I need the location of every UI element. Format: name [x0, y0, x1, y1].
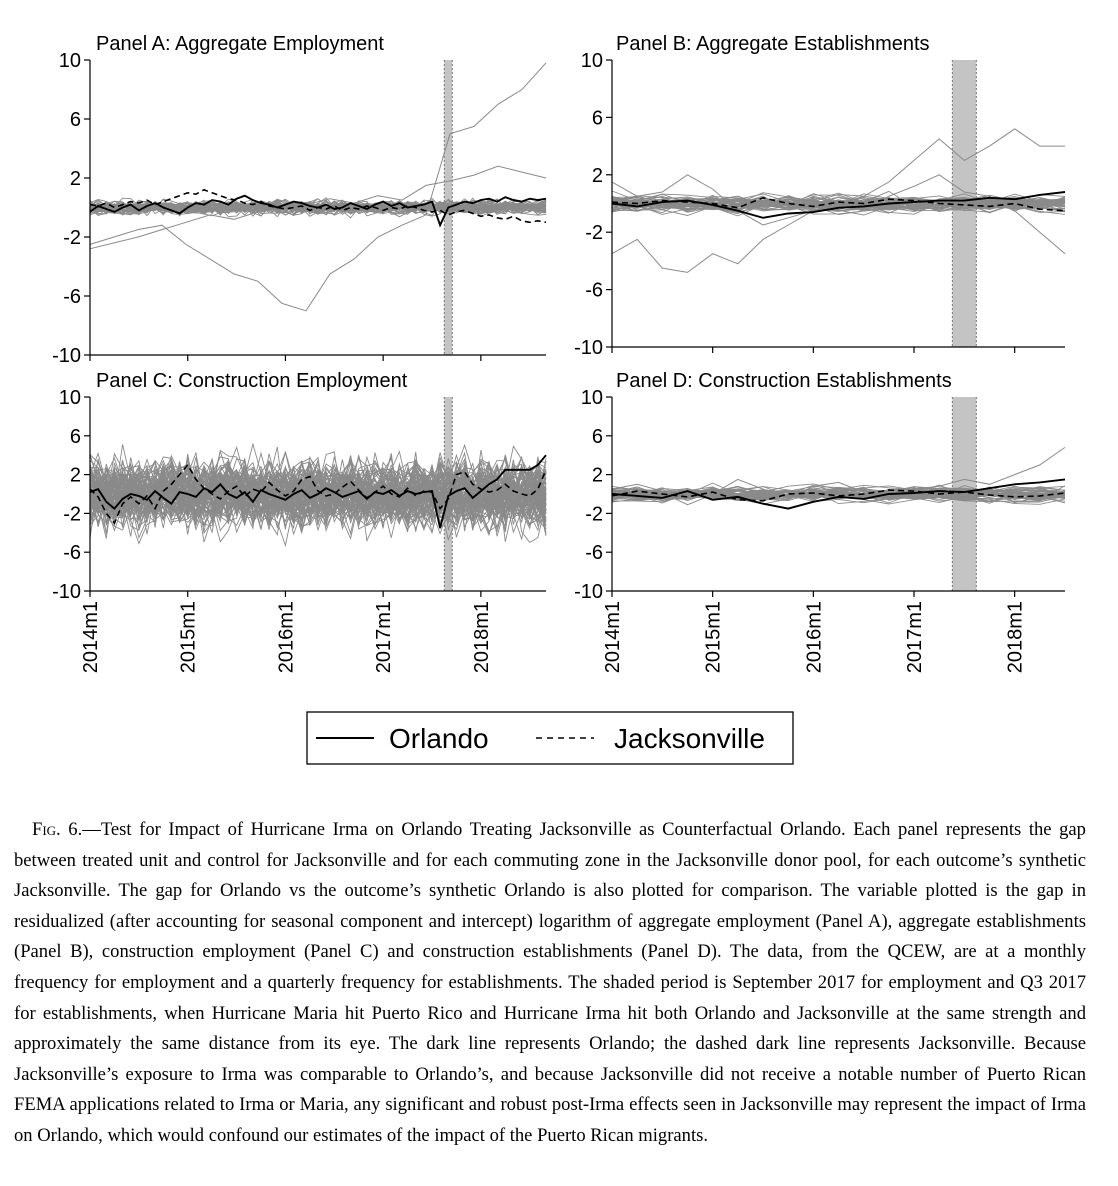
- donor-pool-line: [89, 475, 547, 537]
- panel-title: Panel D: Construction Establishments: [616, 370, 952, 392]
- x-tick-label: 2017m1: [373, 601, 395, 673]
- series-line-jacksonville: [89, 188, 547, 224]
- y-tick-label: -10: [574, 337, 603, 359]
- donor-pool-line: [611, 446, 1066, 500]
- donor-pool-line: [89, 62, 547, 312]
- panel-title: Panel B: Aggregate Establishments: [616, 33, 930, 55]
- legend: Orlando Jacksonville: [306, 711, 794, 765]
- y-tick-label: -2: [585, 222, 603, 244]
- panel-b-chart: 10 6 2 -2 -6 -10 Panel B: Aggregate Establishm…: [574, 33, 1066, 359]
- figure-panels: 10 6 2 -2 -6 -10 Panel A: Aggregate Employment…: [52, 33, 1066, 765]
- y-tick-label: 2: [592, 465, 603, 487]
- series-line-orlando: [611, 478, 1066, 510]
- y-tick-label: 6: [70, 426, 81, 448]
- donor-pool-line: [611, 197, 1066, 212]
- caption-label: Fig. 6.: [32, 819, 83, 840]
- x-tick-label: 2014m1: [602, 601, 624, 673]
- x-tick-label: 2018m1: [1005, 601, 1027, 673]
- x-tick-label: 2017m1: [904, 601, 926, 673]
- y-tick-label: -10: [52, 581, 81, 603]
- y-tick-label: 10: [59, 50, 81, 72]
- y-tick-label: -6: [63, 286, 81, 308]
- y-tick-label: 2: [592, 165, 603, 187]
- donor-pool-line: [89, 449, 547, 504]
- figure-caption: Fig. 6.—Test for Impact of Hurricane Irm…: [14, 815, 1086, 1152]
- x-tick-label: 2018m1: [471, 601, 493, 673]
- donor-pool-line: [611, 488, 1066, 503]
- donor-pool-line: [89, 451, 547, 520]
- donor-pool-line: [89, 199, 547, 214]
- panel-a-chart: 10 6 2 -2 -6 -10 Panel A: Aggregate Employment: [52, 33, 547, 367]
- y-tick-label: 6: [592, 426, 603, 448]
- series-line-orlando: [89, 454, 547, 529]
- y-tick-label: 10: [581, 387, 603, 409]
- series-line-jacksonville: [611, 196, 1066, 212]
- x-tick-label: 2016m1: [803, 601, 825, 673]
- y-tick-label: 10: [59, 387, 81, 409]
- y-tick-label: 10: [581, 50, 603, 72]
- donor-pool-line: [611, 489, 1066, 505]
- donor-pool-line: [611, 174, 1066, 255]
- panel-title: Panel A: Aggregate Employment: [96, 33, 384, 55]
- y-tick-label: -10: [52, 345, 81, 367]
- donor-pool-line: [611, 195, 1066, 208]
- donor-pool-line: [89, 457, 547, 521]
- panel-title: Panel C: Construction Employment: [96, 370, 408, 392]
- y-tick-label: -10: [574, 581, 603, 603]
- legend-orlando-label: Orlando: [389, 723, 489, 754]
- y-tick-label: -2: [63, 503, 81, 525]
- x-tick-label: 2014m1: [80, 601, 102, 673]
- y-tick-label: 6: [592, 107, 603, 129]
- donor-pool-line: [89, 199, 547, 212]
- series-line-jacksonville: [89, 463, 547, 525]
- donor-pool-lines: [89, 62, 547, 312]
- y-tick-label: -2: [585, 503, 603, 525]
- series-line-orlando: [611, 191, 1066, 219]
- legend-jacksonville-label: Jacksonville: [614, 723, 765, 754]
- y-tick-label: -6: [585, 542, 603, 564]
- donor-pool-line: [89, 464, 547, 536]
- caption-text: —Test for Impact of Hurricane Irma on Or…: [14, 819, 1086, 1146]
- donor-pool-line: [89, 202, 547, 218]
- donor-pool-line: [611, 197, 1066, 209]
- donor-pool-line: [611, 482, 1066, 497]
- x-tick-label: 2015m1: [178, 601, 200, 673]
- y-tick-label: 2: [70, 465, 81, 487]
- donor-pool-line: [89, 469, 547, 525]
- y-tick-label: -6: [63, 542, 81, 564]
- y-tick-label: -2: [63, 227, 81, 249]
- x-tick-label: 2016m1: [275, 601, 297, 673]
- y-tick-label: -6: [585, 280, 603, 302]
- x-tick-label: 2015m1: [703, 601, 725, 673]
- donor-pool-line: [89, 165, 547, 250]
- series-line-jacksonville: [611, 489, 1066, 502]
- y-tick-label: 6: [70, 109, 81, 131]
- y-tick-label: 2: [70, 168, 81, 190]
